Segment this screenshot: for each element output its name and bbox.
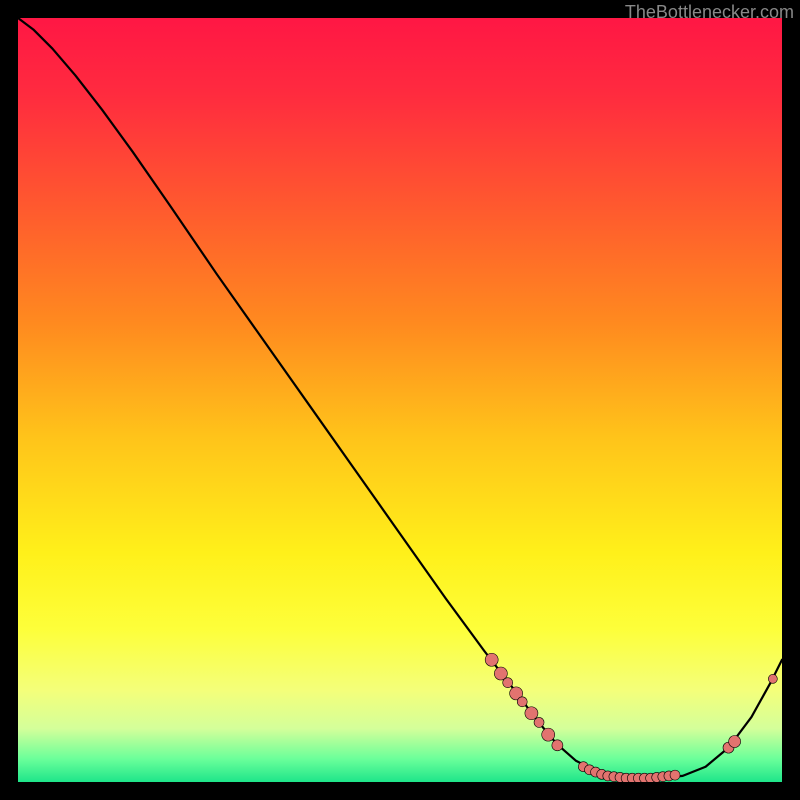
data-marker xyxy=(768,674,777,683)
data-marker xyxy=(485,653,498,666)
data-marker xyxy=(670,770,680,780)
data-marker xyxy=(517,697,527,707)
data-marker xyxy=(542,728,555,741)
data-marker xyxy=(525,707,538,720)
data-marker xyxy=(729,736,741,748)
plot-area xyxy=(18,18,782,782)
chart-svg xyxy=(18,18,782,782)
data-marker xyxy=(534,717,544,727)
bottleneck-curve xyxy=(18,18,782,778)
data-markers xyxy=(485,653,777,782)
watermark-text: TheBottlenecker.com xyxy=(625,2,794,23)
data-marker xyxy=(552,740,563,751)
data-marker xyxy=(503,678,513,688)
